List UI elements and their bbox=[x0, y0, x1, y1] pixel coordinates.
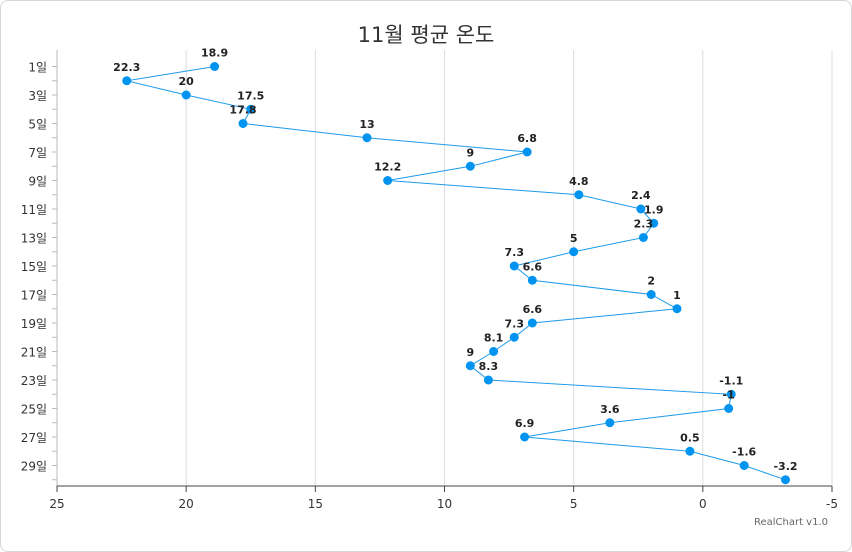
data-label: -1 bbox=[723, 389, 735, 402]
x-tick-label: 10 bbox=[437, 497, 452, 511]
data-point[interactable] bbox=[465, 361, 475, 371]
data-label: 0.5 bbox=[680, 431, 700, 444]
x-tick-label: 20 bbox=[179, 497, 194, 511]
x-tick-label: 5 bbox=[570, 497, 578, 511]
data-point[interactable] bbox=[527, 275, 537, 285]
y-tick-label: 19일 bbox=[21, 317, 47, 331]
data-point[interactable] bbox=[781, 475, 790, 485]
data-point[interactable] bbox=[122, 76, 132, 86]
data-point[interactable] bbox=[246, 104, 256, 114]
y-tick-label: 5일 bbox=[28, 118, 47, 132]
data-point[interactable] bbox=[638, 233, 648, 242]
data-point[interactable] bbox=[726, 389, 736, 399]
data-point[interactable] bbox=[383, 176, 393, 185]
data-point[interactable] bbox=[509, 261, 519, 271]
y-tick-label: 29일 bbox=[21, 460, 47, 474]
data-point[interactable] bbox=[636, 204, 646, 214]
data-point[interactable] bbox=[210, 62, 220, 71]
data-label: 4.8 bbox=[569, 175, 589, 188]
data-point[interactable] bbox=[672, 304, 682, 314]
data-point[interactable] bbox=[724, 404, 734, 413]
data-point[interactable] bbox=[649, 218, 659, 228]
data-label: 17.5 bbox=[237, 89, 264, 102]
y-tick-label: 25일 bbox=[21, 403, 47, 417]
data-point[interactable] bbox=[527, 318, 537, 328]
data-label: 18.9 bbox=[201, 47, 228, 60]
data-label: 20 bbox=[179, 75, 195, 88]
data-point[interactable] bbox=[465, 161, 475, 171]
data-point[interactable] bbox=[569, 247, 579, 257]
x-tick-label: 0 bbox=[699, 497, 707, 511]
y-tick-label: 9일 bbox=[28, 175, 47, 189]
data-label: 7.3 bbox=[505, 317, 525, 330]
series-line bbox=[126, 66, 786, 481]
y-tick-label: 7일 bbox=[28, 146, 47, 160]
data-label: 3.6 bbox=[600, 403, 620, 416]
data-point[interactable] bbox=[520, 432, 530, 442]
data-label: 1 bbox=[673, 289, 681, 302]
data-label: 8.3 bbox=[479, 360, 499, 373]
data-label: 6.8 bbox=[517, 132, 537, 145]
data-point[interactable] bbox=[181, 90, 191, 100]
data-label: -1.1 bbox=[719, 374, 743, 387]
y-tick-label: 11일 bbox=[21, 203, 47, 217]
data-label: 9 bbox=[467, 346, 475, 359]
data-label: 12.2 bbox=[374, 161, 401, 174]
chart-title: 11월 평균 온도 bbox=[357, 23, 495, 47]
x-tick-label: -5 bbox=[826, 497, 838, 511]
data-point[interactable] bbox=[522, 147, 532, 157]
data-point[interactable] bbox=[646, 290, 656, 299]
data-label: 1.9 bbox=[644, 203, 664, 216]
data-label: -3.2 bbox=[773, 460, 797, 473]
data-label: 2.4 bbox=[631, 189, 651, 202]
data-label: 17.8 bbox=[229, 104, 256, 117]
credit-label: RealChart v1.0 bbox=[753, 517, 828, 528]
y-tick-label: 23일 bbox=[21, 374, 47, 388]
y-tick-label: 3일 bbox=[28, 89, 47, 103]
data-label: -1.6 bbox=[732, 446, 756, 459]
data-point[interactable] bbox=[739, 461, 749, 470]
x-tick-label: 15 bbox=[308, 497, 323, 511]
data-label: 9 bbox=[467, 146, 475, 159]
y-tick-label: 21일 bbox=[21, 346, 47, 360]
data-label: 2 bbox=[647, 275, 655, 288]
data-point[interactable] bbox=[685, 446, 695, 456]
data-label: 22.3 bbox=[113, 61, 140, 74]
data-point[interactable] bbox=[362, 133, 372, 143]
data-label: 7.3 bbox=[505, 246, 525, 259]
data-label: 8.1 bbox=[484, 332, 504, 345]
data-label: 6.6 bbox=[523, 260, 543, 273]
x-tick-label: 25 bbox=[49, 497, 64, 511]
data-point[interactable] bbox=[489, 347, 499, 356]
data-point[interactable] bbox=[605, 418, 615, 428]
data-point[interactable] bbox=[574, 190, 584, 200]
data-point[interactable] bbox=[509, 332, 519, 342]
data-label: 13 bbox=[359, 118, 374, 131]
data-label: 5 bbox=[570, 232, 578, 245]
y-tick-label: 27일 bbox=[21, 431, 47, 445]
data-label: 6.9 bbox=[515, 417, 535, 430]
y-tick-label: 15일 bbox=[21, 260, 47, 274]
data-label: 2.3 bbox=[634, 218, 654, 231]
data-point[interactable] bbox=[483, 375, 493, 385]
y-tick-label: 1일 bbox=[28, 61, 47, 75]
y-tick-label: 13일 bbox=[21, 232, 47, 246]
data-point[interactable] bbox=[238, 119, 248, 128]
data-label: 6.6 bbox=[523, 303, 543, 316]
y-tick-label: 17일 bbox=[21, 289, 47, 303]
